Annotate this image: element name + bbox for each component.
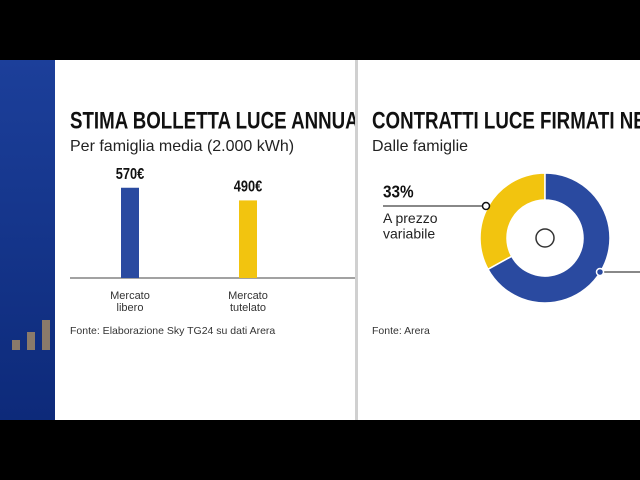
leader-dot	[595, 267, 605, 277]
category-label: Mercato tutelato	[228, 290, 268, 314]
value-label: 490€	[234, 178, 262, 196]
bar	[121, 187, 139, 278]
divider	[355, 60, 358, 420]
chart-subtitle: Per famiglia media (2.000 kWh)	[70, 138, 294, 155]
source: Fonte: Elaborazione Sky TG24 su dati Are…	[70, 325, 275, 337]
donut-card: CONTRATTI LUCE FIRMATI NEL 2 Dalle famigl…	[372, 107, 640, 337]
chart-subtitle: Dalle famiglie	[372, 138, 468, 155]
decor	[12, 340, 20, 350]
slice-label: A prezzo variabile	[383, 210, 438, 241]
chart-title: STIMA BOLLETTA LUCE ANNUA	[70, 107, 359, 134]
bar-card: STIMA BOLLETTA LUCE ANNUA Per famiglia me…	[70, 107, 359, 337]
decor	[42, 320, 50, 350]
value-label: 33%	[383, 182, 414, 202]
card	[55, 60, 355, 420]
center-icon	[535, 228, 555, 248]
category-label: Mercato libero	[110, 290, 150, 314]
donut-slice	[479, 172, 546, 271]
source: Fonte: Arera	[372, 325, 430, 337]
decor	[27, 332, 35, 350]
chart-title: CONTRATTI LUCE FIRMATI NEL 2	[372, 107, 640, 134]
leader-dot	[481, 201, 491, 211]
bar	[239, 200, 257, 278]
value-label: 570€	[116, 166, 144, 184]
donut-slice	[487, 172, 611, 304]
